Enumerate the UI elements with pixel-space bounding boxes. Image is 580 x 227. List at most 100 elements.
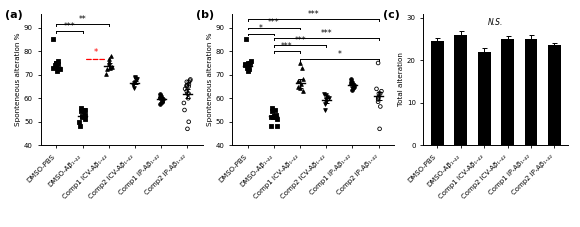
Point [374, 96, 383, 100]
Point [52, 61, 61, 65]
Point [128, 84, 137, 87]
Point [266, 125, 276, 128]
Point [347, 88, 357, 92]
Point [104, 62, 114, 66]
Point [321, 98, 331, 101]
Point [104, 58, 114, 61]
Point [376, 105, 385, 108]
Point [155, 92, 164, 95]
Point [133, 78, 142, 81]
Point [184, 120, 193, 123]
Point [244, 69, 253, 73]
Point [375, 92, 385, 95]
Point [184, 85, 193, 88]
Point [102, 72, 111, 75]
Point [51, 61, 60, 65]
Point [377, 89, 386, 93]
Point [130, 80, 139, 84]
Point [293, 85, 303, 88]
Point [270, 108, 280, 112]
Point [298, 89, 307, 93]
Point [183, 96, 193, 100]
Point [107, 54, 116, 58]
Point [75, 120, 84, 123]
Point [183, 127, 192, 131]
Point [242, 66, 252, 69]
Text: (b): (b) [196, 10, 215, 20]
Text: ***: *** [268, 18, 280, 27]
Point [296, 86, 305, 89]
Text: ***: *** [307, 10, 319, 19]
Point [241, 38, 251, 41]
Point [155, 95, 165, 99]
Point [157, 100, 166, 104]
Point [243, 61, 252, 65]
Point [182, 89, 191, 93]
Point [155, 102, 165, 106]
Point [76, 106, 85, 109]
Point [323, 95, 332, 99]
Y-axis label: Total alteration: Total alteration [398, 52, 404, 106]
Y-axis label: Sponteneous alteration %: Sponteneous alteration % [15, 33, 21, 126]
Point [156, 94, 165, 98]
Point [105, 60, 114, 64]
Point [349, 84, 358, 87]
Point [182, 80, 191, 84]
Point [129, 86, 139, 89]
Point [184, 92, 193, 95]
Point [269, 115, 278, 119]
Point [321, 102, 330, 106]
Point [130, 76, 139, 80]
Point [81, 118, 90, 121]
Point [53, 59, 63, 62]
Point [374, 100, 383, 104]
Point [81, 108, 90, 112]
Text: (a): (a) [5, 10, 23, 20]
Point [80, 113, 89, 116]
Point [374, 95, 383, 99]
Point [52, 65, 61, 68]
Point [75, 125, 84, 128]
Point [50, 64, 59, 67]
Point [78, 114, 87, 118]
Text: **: ** [79, 15, 86, 24]
Point [243, 64, 252, 67]
Point [186, 79, 195, 82]
Point [266, 115, 276, 119]
Point [272, 118, 281, 121]
Point [182, 84, 191, 87]
Text: *: * [338, 50, 342, 59]
Point [296, 82, 306, 86]
Point [297, 66, 306, 69]
Point [268, 109, 277, 113]
Point [182, 85, 191, 88]
Point [320, 92, 329, 95]
Text: *: * [259, 24, 263, 33]
Bar [454, 35, 467, 145]
Bar [548, 45, 561, 145]
Point [184, 82, 194, 86]
Point [52, 69, 61, 73]
Point [299, 78, 308, 81]
Point [267, 106, 277, 109]
Point [130, 75, 139, 79]
Point [374, 61, 383, 65]
Text: (c): (c) [383, 10, 400, 20]
Bar [431, 41, 444, 145]
Point [186, 78, 195, 81]
Y-axis label: Sponteneous alteration %: Sponteneous alteration % [206, 33, 213, 126]
Point [180, 108, 189, 112]
Point [53, 62, 63, 66]
Point [184, 80, 193, 84]
Point [350, 85, 359, 88]
Point [347, 80, 356, 84]
Point [129, 81, 139, 85]
Point [107, 65, 117, 68]
Point [240, 64, 249, 67]
Text: ***: *** [64, 22, 75, 31]
Point [374, 98, 383, 101]
Point [321, 108, 330, 112]
Bar [478, 52, 491, 145]
Point [158, 98, 168, 101]
Point [269, 114, 278, 118]
